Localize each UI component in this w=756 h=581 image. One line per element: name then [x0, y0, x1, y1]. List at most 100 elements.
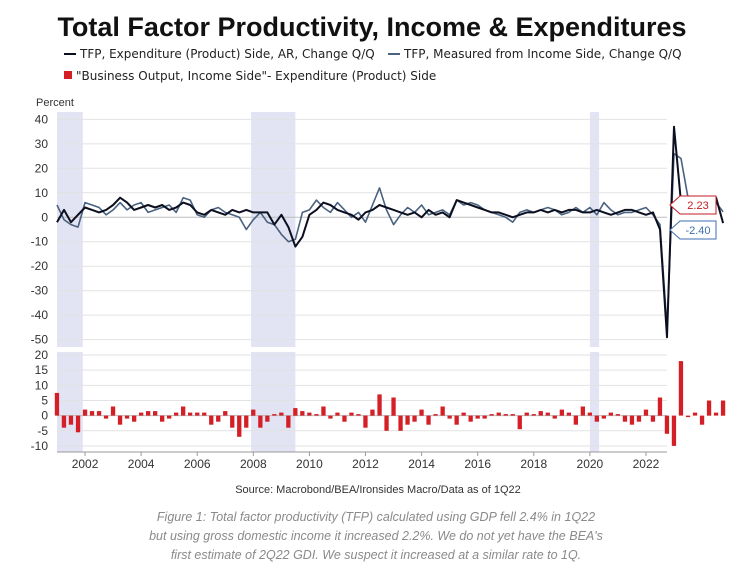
upper-y-tick-label: -50 [31, 333, 49, 347]
series-line-income [57, 154, 723, 328]
difference-bar [90, 411, 94, 416]
difference-bar [539, 411, 543, 416]
difference-bar [279, 413, 283, 416]
last-value-label: 2.23 [687, 200, 708, 212]
legend-label-expenditure: TFP, Expenditure (Product) Side, AR, Cha… [79, 47, 375, 61]
difference-bar [455, 416, 459, 425]
difference-bar [630, 416, 634, 425]
difference-bar [384, 416, 388, 431]
difference-bar [391, 398, 395, 416]
difference-bar [335, 413, 339, 416]
difference-bar [181, 407, 185, 416]
difference-bar [426, 416, 430, 425]
recession-band-0-upper [57, 112, 83, 347]
difference-bar [76, 416, 80, 433]
upper-y-tick-label: -30 [31, 284, 49, 298]
difference-bar [195, 413, 199, 416]
upper-y-tick-label: 40 [35, 112, 49, 126]
upper-y-tick-label: -20 [31, 259, 49, 273]
upper-y-tick-label: 30 [35, 137, 49, 151]
difference-bar [223, 411, 227, 416]
figure-caption: Figure 1: Total factor productivity (TFP… [149, 510, 603, 562]
source-note: Source: Macrobond/BEA/Ironsides Macro/Da… [235, 484, 521, 496]
difference-bar [532, 414, 536, 416]
difference-bar [356, 414, 360, 416]
difference-bar [658, 398, 662, 416]
difference-bar [265, 416, 269, 422]
difference-bar [111, 407, 115, 416]
x-tick-label: 2004 [128, 457, 155, 471]
difference-bar [398, 416, 402, 431]
difference-bar [721, 401, 725, 416]
difference-bar [616, 414, 620, 416]
difference-bar [574, 416, 578, 425]
x-tick-label: 2022 [633, 457, 660, 471]
difference-bar [83, 410, 87, 416]
difference-bar [567, 413, 571, 416]
legend-label-income: TFP, Measured from Income Side, Change Q… [403, 47, 682, 61]
difference-bar [679, 361, 683, 416]
y-axis-label: Percent [36, 97, 74, 109]
difference-bar [55, 393, 59, 416]
lower-y-tick-label: 5 [41, 393, 48, 407]
difference-bar [307, 413, 311, 416]
x-tick-label: 2016 [464, 457, 491, 471]
difference-bar [104, 416, 108, 419]
x-tick-label: 2018 [520, 457, 547, 471]
difference-bar [258, 416, 262, 428]
difference-bar [693, 413, 697, 416]
difference-bar [160, 416, 164, 422]
x-axis: 2002 2004 2006 2008 2010 2012 2014 2016 2018 2020… [57, 452, 667, 471]
difference-bar [504, 414, 508, 416]
difference-bar [672, 416, 676, 446]
difference-bar [714, 413, 718, 416]
x-tick-label: 2020 [577, 457, 604, 471]
recession-band-1-lower [251, 352, 295, 452]
difference-bar [609, 413, 613, 416]
difference-bar [419, 410, 423, 416]
x-tick-label: 2008 [240, 457, 267, 471]
difference-bar [328, 416, 332, 419]
difference-bar [293, 408, 297, 416]
difference-bar [132, 416, 136, 422]
lower-y-tick-label: 0 [41, 409, 48, 423]
difference-bar [476, 416, 480, 419]
legend-swatch-difference [64, 71, 72, 79]
difference-bar [441, 407, 445, 416]
difference-bar [314, 414, 318, 416]
difference-bar [686, 416, 690, 418]
difference-bar [349, 413, 353, 416]
upper-y-tick-label: 20 [35, 161, 49, 175]
difference-bar [244, 416, 248, 428]
difference-bar [602, 416, 606, 419]
difference-bar [118, 416, 122, 425]
caption-line-2: but using gross domestic income it incre… [149, 529, 603, 543]
difference-bar [209, 416, 213, 425]
chart-title: Total Factor Productivity, Income & Expe… [57, 12, 686, 42]
recession-band-0-lower [57, 352, 83, 452]
difference-bar [581, 407, 585, 416]
lower-y-tick-label: 10 [35, 378, 49, 392]
legend: TFP, Expenditure (Product) Side, AR, Cha… [64, 47, 682, 83]
difference-bar [377, 394, 381, 415]
difference-bar [125, 416, 129, 419]
difference-bar [216, 416, 220, 422]
difference-bar [146, 411, 150, 416]
chart: Total Factor Productivity, Income & Expe… [0, 0, 756, 581]
difference-bar [174, 413, 178, 416]
recession-band-2-lower [590, 352, 599, 452]
upper-y-tick-label: 0 [41, 210, 48, 224]
lower-y-tick-label: -10 [31, 439, 49, 453]
difference-bar [370, 410, 374, 416]
difference-bar [433, 414, 437, 416]
legend-label-difference: "Business Output, Income Side"- Expendit… [76, 69, 436, 83]
upper-y-tick-label: 10 [35, 186, 49, 200]
x-tick-label: 2014 [408, 457, 435, 471]
difference-bar [286, 416, 290, 428]
difference-bar [546, 413, 550, 416]
lower-y-tick-label: 20 [35, 348, 49, 362]
difference-bar [153, 411, 157, 416]
difference-bar [405, 416, 409, 425]
last-value-label: -2.40 [685, 225, 710, 237]
